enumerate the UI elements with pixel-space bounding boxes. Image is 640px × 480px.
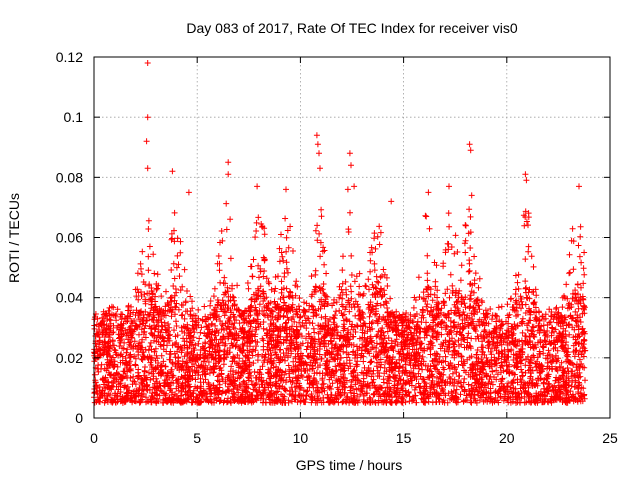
x-tick-label: 25 [602, 430, 618, 446]
y-tick-label: 0.06 [56, 230, 83, 246]
y-tick-label: 0.04 [56, 290, 83, 306]
y-tick-label: 0.12 [56, 49, 83, 65]
x-tick-label: 5 [193, 430, 201, 446]
x-tick-label: 15 [396, 430, 412, 446]
x-axis-label: GPS time / hours [296, 457, 403, 473]
x-tick-label: 0 [90, 430, 98, 446]
y-tick-label: 0.08 [56, 169, 83, 185]
roti-points [91, 60, 589, 406]
x-tick-label: 10 [293, 430, 309, 446]
x-tick-label: 20 [499, 430, 515, 446]
axis-ticks: 0 0.02 0.04 0.06 0.08 0.1 0.12 0 5 10 15 20 25 [56, 49, 618, 446]
y-tick-label: 0.02 [56, 350, 83, 366]
y-tick-label: 0 [75, 410, 83, 426]
y-axis-label: ROTI / TECUs [6, 193, 22, 283]
y-tick-label: 0.1 [64, 109, 84, 125]
chart-title: Day 083 of 2017, Rate Of TEC Index for r… [186, 20, 517, 36]
data-points [91, 60, 589, 406]
